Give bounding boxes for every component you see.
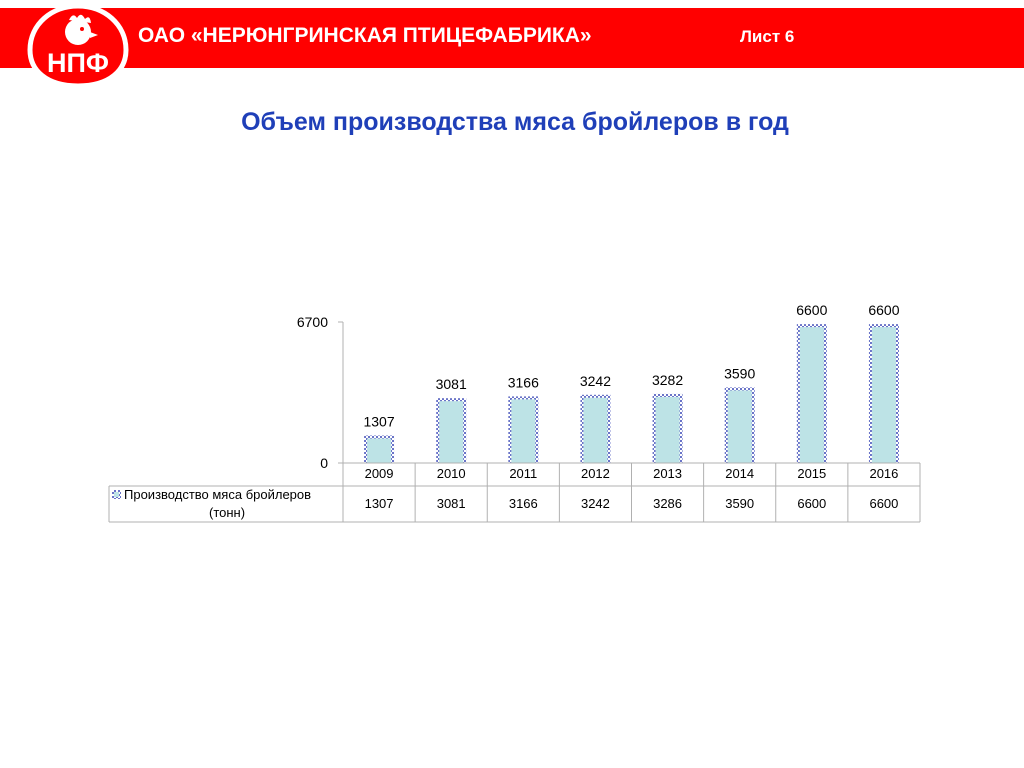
table-value: 6600 xyxy=(869,496,898,511)
chicken-icon xyxy=(65,14,98,45)
bar xyxy=(439,401,464,463)
bar xyxy=(727,390,752,463)
table-value: 1307 xyxy=(365,496,394,511)
company-logo: НПФ xyxy=(27,3,129,89)
header-title: ОАО «НЕРЮНГРИНСКАЯ ПТИЦЕФАБРИКА» xyxy=(138,24,592,47)
page-title: Объем производства мяса бройлеров в год xyxy=(241,108,789,136)
x-tick-label: 2009 xyxy=(365,466,394,481)
bar xyxy=(583,397,608,463)
table-value: 6600 xyxy=(797,496,826,511)
bar xyxy=(799,327,824,463)
bar xyxy=(871,327,896,463)
table-value: 3286 xyxy=(653,496,682,511)
bar-data-label: 3081 xyxy=(436,376,467,392)
x-tick-label: 2012 xyxy=(581,466,610,481)
series-name: Производство мяса бройлеров xyxy=(124,487,311,502)
y-tick-label: 6700 xyxy=(297,314,328,330)
x-tick-label: 2013 xyxy=(653,466,682,481)
bar-data-label: 3166 xyxy=(508,374,539,390)
y-tick-label: 0 xyxy=(320,455,328,471)
table-value: 3166 xyxy=(509,496,538,511)
bar-data-label: 3590 xyxy=(724,365,755,381)
header-bar: ОАО «НЕРЮНГРИНСКАЯ ПТИЦЕФАБРИКА» Лист 6 xyxy=(0,8,1024,68)
bar xyxy=(511,399,536,463)
series-name-unit: (тонн) xyxy=(209,505,245,520)
bar-data-label: 6600 xyxy=(868,302,899,318)
table-value: 3242 xyxy=(581,496,610,511)
bar xyxy=(655,396,680,463)
table-value: 3081 xyxy=(437,496,466,511)
x-tick-label: 2010 xyxy=(437,466,466,481)
table-value: 3590 xyxy=(725,496,754,511)
logo-text: НПФ xyxy=(47,48,109,78)
legend-key xyxy=(114,492,119,497)
bar xyxy=(367,438,392,463)
bar-data-label: 6600 xyxy=(796,302,827,318)
sheet-number: Лист 6 xyxy=(740,27,795,46)
bar-data-label: 1307 xyxy=(363,413,394,429)
x-tick-label: 2014 xyxy=(725,466,754,481)
x-tick-label: 2016 xyxy=(869,466,898,481)
bar-data-label: 3242 xyxy=(580,373,611,389)
x-tick-label: 2015 xyxy=(797,466,826,481)
x-tick-label: 2011 xyxy=(509,466,537,481)
bar-data-label: 3282 xyxy=(652,372,683,388)
